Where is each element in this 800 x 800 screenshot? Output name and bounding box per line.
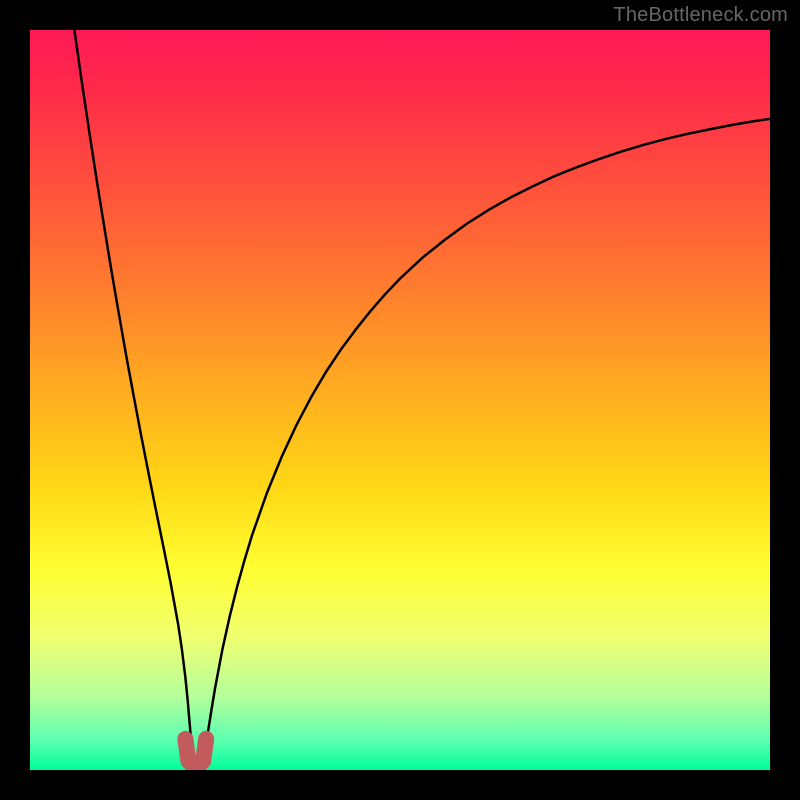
watermark-text: TheBottleneck.com [613,4,788,27]
chart-svg [0,0,800,800]
chart-root: TheBottleneck.com [0,0,800,800]
